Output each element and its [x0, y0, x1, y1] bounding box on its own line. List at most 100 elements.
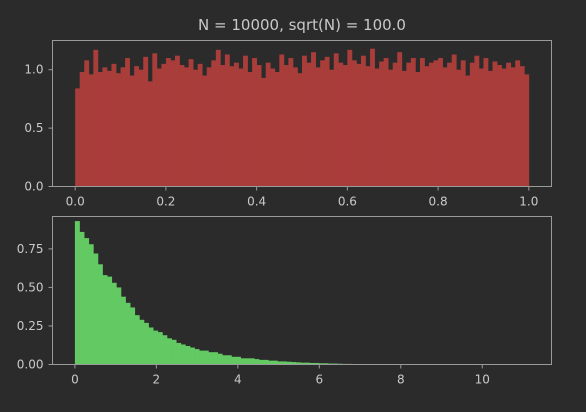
- uniform-histogram-bar: [134, 66, 140, 187]
- exponential-histogram-bar: [305, 362, 311, 365]
- uniform-histogram-bar: [233, 62, 239, 187]
- uniform-histogram-y-tick-label: 0.0: [24, 180, 43, 194]
- uniform-histogram-y-tick-label: 1.0: [24, 63, 43, 77]
- exponential-histogram-bar: [194, 349, 200, 365]
- uniform-histogram-bar: [211, 60, 217, 187]
- uniform-histogram-bar: [324, 56, 330, 187]
- uniform-histogram-bar: [129, 75, 135, 187]
- exponential-histogram-bar: [166, 338, 172, 365]
- uniform-histogram-bar: [456, 69, 462, 187]
- uniform-histogram-bar: [274, 72, 280, 187]
- uniform-histogram-bar: [120, 67, 126, 187]
- exponential-histogram-bar: [125, 302, 131, 365]
- uniform-histogram-bar: [451, 54, 457, 187]
- uniform-histogram-bar: [224, 54, 230, 187]
- exponential-histogram-bar: [189, 347, 195, 365]
- exponential-histogram-bar: [226, 355, 232, 365]
- uniform-histogram-x-tick-label: 1.0: [519, 195, 538, 209]
- exponential-histogram-bar: [249, 358, 255, 365]
- uniform-histogram-axes: 0.0 0.2 0.4 0.6 0.8 1.0 0.0 0.5 1.0: [24, 63, 538, 209]
- exponential-histogram-bar: [79, 231, 85, 365]
- uniform-histogram-bar: [333, 53, 339, 187]
- uniform-histogram-bar: [288, 58, 294, 187]
- uniform-histogram-bar: [174, 55, 180, 187]
- exponential-histogram-y-tick-label: 0.50: [17, 280, 44, 294]
- uniform-histogram-bar: [215, 49, 221, 187]
- uniform-histogram-bar: [374, 68, 380, 187]
- uniform-histogram-bar: [365, 66, 371, 187]
- exponential-histogram-x-tick-label: 4: [234, 373, 242, 387]
- uniform-histogram-bar: [311, 52, 316, 187]
- uniform-histogram-x-tick-label: 0.0: [66, 195, 85, 209]
- uniform-histogram-bar: [243, 55, 248, 187]
- uniform-histogram-bar: [252, 58, 257, 187]
- exponential-histogram-bar: [286, 361, 292, 365]
- exponential-histogram-bar: [74, 221, 80, 365]
- exponential-histogram-x-tick-label: 8: [397, 373, 405, 387]
- uniform-histogram-bar: [315, 67, 321, 187]
- uniform-histogram-bar: [111, 63, 117, 187]
- uniform-histogram-bar: [152, 53, 158, 187]
- uniform-histogram-x-tick-label: 0.2: [156, 195, 175, 209]
- uniform-histogram-bar: [515, 60, 521, 187]
- exponential-histogram-y-tick-label: 0.25: [17, 319, 44, 333]
- exponential-histogram-bar: [120, 296, 126, 365]
- uniform-histogram-bar: [342, 65, 348, 187]
- exponential-histogram-bar: [268, 360, 274, 365]
- uniform-histogram-bar: [388, 69, 394, 187]
- uniform-histogram-bar: [79, 72, 85, 187]
- exponential-histogram-bar: [231, 356, 237, 365]
- uniform-histogram-bar: [93, 49, 99, 187]
- exponential-histogram-bar: [259, 359, 264, 365]
- exponential-histogram-bars: [74, 221, 398, 365]
- exponential-histogram-x-tick-label: 0: [71, 373, 79, 387]
- exponential-histogram-bar: [88, 244, 94, 365]
- uniform-histogram-bar: [270, 68, 276, 187]
- uniform-histogram-bar: [156, 68, 162, 187]
- uniform-histogram-bar: [75, 88, 81, 187]
- uniform-histogram-bar: [447, 62, 453, 187]
- exponential-histogram-bar: [185, 346, 191, 365]
- uniform-histogram-bar: [406, 62, 412, 187]
- exponential-histogram-y-tick-label: 0.00: [17, 358, 44, 372]
- exponential-histogram-bar: [300, 362, 306, 365]
- exponential-histogram-bar: [314, 362, 320, 365]
- exponential-histogram-bar: [295, 362, 301, 365]
- exponential-histogram-bar: [176, 342, 182, 365]
- uniform-histogram-bars: [75, 48, 530, 187]
- exponential-histogram-bar: [171, 339, 177, 365]
- uniform-histogram-bar: [261, 77, 267, 187]
- uniform-histogram-frame: [52, 40, 552, 187]
- uniform-histogram-bar: [347, 49, 353, 187]
- uniform-histogram-bar: [202, 75, 208, 187]
- exponential-histogram-bar: [97, 264, 103, 365]
- exponential-histogram-y-tick-label: 0.75: [17, 242, 44, 256]
- exponential-histogram-bar: [93, 253, 99, 365]
- uniform-histogram-bar: [102, 67, 108, 187]
- uniform-histogram-bar: [292, 67, 298, 187]
- uniform-histogram-bar: [483, 58, 489, 187]
- exponential-histogram-x-tick-label: 2: [153, 373, 161, 387]
- uniform-histogram-bar: [220, 65, 226, 187]
- uniform-histogram-bar: [510, 67, 516, 187]
- exponential-histogram-x-tick-label: 6: [315, 373, 323, 387]
- exponential-histogram-bar: [102, 275, 108, 365]
- exponential-histogram-bar: [84, 238, 90, 365]
- exponential-histogram-bar: [291, 362, 297, 365]
- uniform-histogram-bar: [424, 66, 430, 187]
- exponential-histogram-bar: [157, 332, 163, 365]
- exponential-histogram-bar: [134, 315, 140, 365]
- uniform-histogram-bar: [524, 74, 530, 187]
- uniform-histogram-bar: [497, 65, 502, 187]
- uniform-histogram-bar: [184, 67, 189, 187]
- uniform-histogram-bar: [487, 70, 493, 187]
- exponential-histogram-bar: [199, 350, 205, 365]
- uniform-histogram-bar: [360, 55, 366, 187]
- uniform-histogram-bar: [297, 73, 303, 187]
- uniform-histogram-x-tick-label: 0.8: [429, 195, 448, 209]
- uniform-histogram-bar: [247, 72, 253, 187]
- uniform-histogram-x-tick-label: 0.6: [338, 195, 357, 209]
- exponential-histogram-bar: [217, 353, 223, 365]
- uniform-histogram-bar: [147, 81, 153, 187]
